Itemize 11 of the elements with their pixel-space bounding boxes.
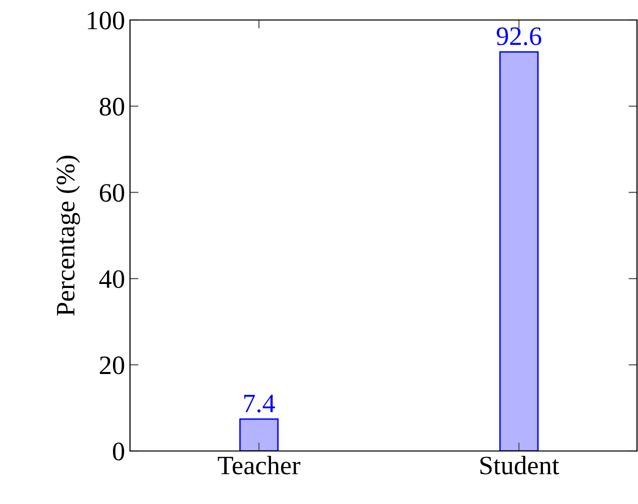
y-tick-label: 60 — [100, 184, 124, 202]
y-tick-label: 40 — [99, 270, 124, 288]
x-tick-label: Student — [480, 456, 560, 474]
y-tick-label: 0 — [112, 442, 124, 460]
x-tick-label: Teacher — [218, 456, 300, 474]
y-tick-label: 80 — [100, 98, 124, 116]
data-label: 92.6 — [496, 27, 542, 46]
y-axis-title: Percentage (%) — [56, 156, 80, 316]
y-tick-label: 100 — [88, 12, 124, 30]
y-tick-label: 20 — [100, 356, 124, 374]
data-label: 7.4 — [244, 394, 276, 412]
